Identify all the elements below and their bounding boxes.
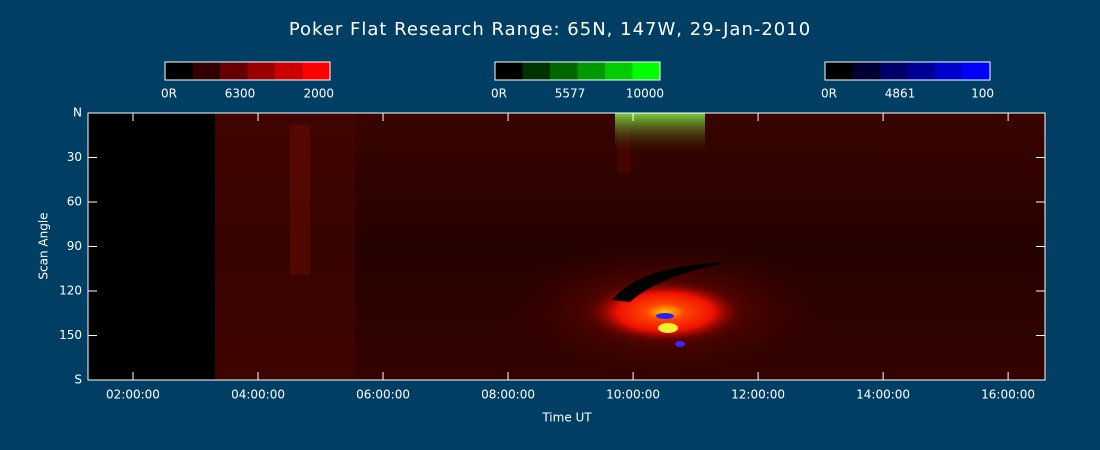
colorbar-step	[192, 62, 220, 80]
colorbar-max-label: 100	[971, 87, 994, 101]
colorbar-step	[165, 62, 193, 80]
y-tick-label: 60	[67, 195, 82, 209]
colorbar-step	[522, 62, 550, 80]
colorbar-name: 6300	[225, 87, 256, 101]
y-tick-label: N	[73, 106, 82, 120]
emission-core	[585, 280, 745, 344]
x-tick-label: 16:00:00	[981, 388, 1035, 402]
x-tick-label: 12:00:00	[731, 388, 785, 402]
colorbar-step	[275, 62, 303, 80]
chart-title: Poker Flat Research Range: 65N, 147W, 29…	[289, 19, 811, 40]
colorbar-name: 4861	[885, 87, 916, 101]
colorbar-step	[935, 62, 963, 80]
colorbar-step	[247, 62, 275, 80]
colorbar-step	[632, 62, 660, 80]
colorbar-frame	[824, 61, 991, 81]
colorbar-step	[495, 62, 523, 80]
x-tick-label: 08:00:00	[481, 388, 535, 402]
colorbar-step	[962, 62, 990, 80]
colorbar-min-label: 0R	[821, 87, 837, 101]
keogram-image	[88, 113, 1045, 380]
y-tick-label: S	[74, 373, 82, 387]
bright-spot	[658, 323, 678, 333]
colorbar-step	[880, 62, 908, 80]
x-tick-label: 02:00:00	[106, 388, 160, 402]
colorbar-min-label: 0R	[161, 87, 177, 101]
y-tick-label: 90	[67, 239, 82, 253]
colorbar-step	[825, 62, 853, 80]
colorbar-frame	[494, 61, 661, 81]
colorbar-max-label: 2000	[303, 87, 334, 101]
colorbar-name: 5577	[555, 87, 586, 101]
colorbar-step	[550, 62, 578, 80]
colorbar-step	[907, 62, 935, 80]
colorbar-step	[852, 62, 880, 80]
emission-streak	[290, 125, 310, 275]
colorbar-step	[577, 62, 605, 80]
blue-spot	[675, 341, 685, 347]
x-tick-label: 06:00:00	[356, 388, 410, 402]
x-tick-label: 14:00:00	[856, 388, 910, 402]
axes	[88, 112, 1045, 381]
x-axis-label: Time UT	[541, 411, 592, 425]
y-tick-label: 120	[59, 284, 82, 298]
colorbar-step	[605, 62, 633, 80]
y-tick-label: 30	[67, 150, 82, 164]
colorbar-step	[220, 62, 248, 80]
x-tick-label: 10:00:00	[606, 388, 660, 402]
colorbar-min-label: 0R	[491, 87, 507, 101]
y-tick-label: 150	[59, 328, 82, 342]
emission-streak	[215, 113, 355, 380]
colorbar-frame	[164, 61, 331, 81]
colorbar-step	[302, 62, 330, 80]
blue-spot	[656, 313, 674, 319]
colorbar-max-label: 10000	[626, 87, 664, 101]
dark-arc	[612, 262, 730, 302]
x-tick-label: 04:00:00	[231, 388, 285, 402]
y-axis-label: Scan Angle	[37, 212, 51, 279]
green-emission	[615, 113, 705, 153]
